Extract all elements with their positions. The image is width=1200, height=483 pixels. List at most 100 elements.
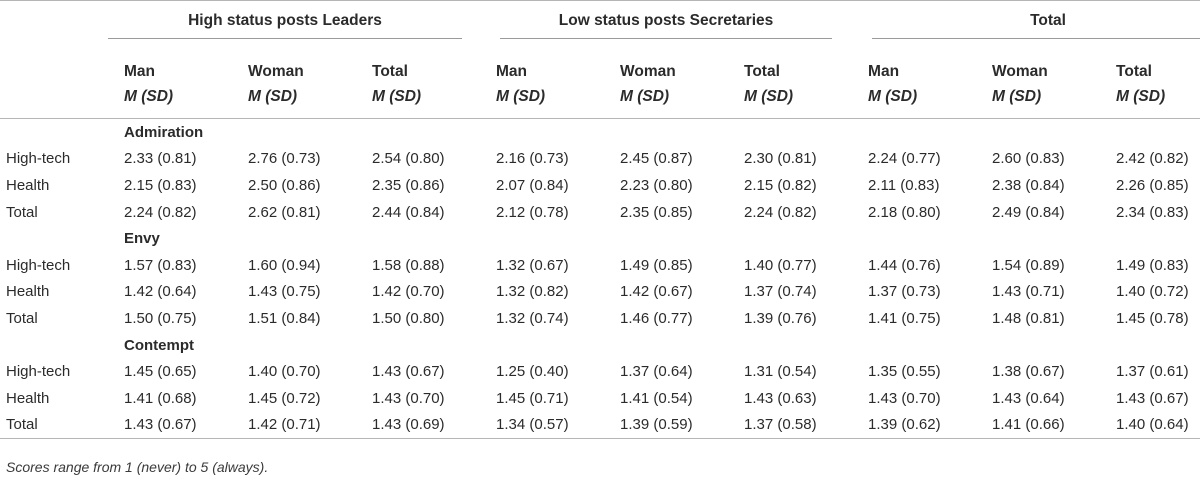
table-cell: 1.60 (0.94) bbox=[248, 256, 321, 274]
table-row: Total 1.43 (0.67) 1.42 (0.71) 1.43 (0.69) 1.… bbox=[0, 412, 1200, 439]
stat-label: M (SD) bbox=[992, 87, 1042, 105]
table-cell: 2.16 (0.73) bbox=[496, 150, 569, 168]
table-row: Total 2.24 (0.82) 2.62 (0.81) 2.44 (0.84) 2.… bbox=[0, 199, 1200, 226]
row-label: High-tech bbox=[6, 150, 71, 168]
table-body: Admiration High-tech 2.33 (0.81) 2.76 (0.73… bbox=[0, 119, 1200, 439]
table-cell: 1.43 (0.71) bbox=[992, 283, 1065, 301]
stat-label: M (SD) bbox=[496, 87, 546, 105]
table-cell: 1.49 (0.83) bbox=[1116, 256, 1189, 274]
table-cell: 1.58 (0.88) bbox=[372, 256, 445, 274]
subheader-cell: Woman M (SD) bbox=[976, 50, 1100, 119]
table-cell: 1.37 (0.64) bbox=[620, 363, 693, 381]
table-cell: 2.15 (0.83) bbox=[124, 176, 197, 194]
table-cell: 1.39 (0.76) bbox=[744, 309, 817, 327]
stat-label: M (SD) bbox=[248, 87, 298, 105]
subheader-cell: Woman M (SD) bbox=[232, 50, 356, 119]
group-header-secretaries: Low status posts Secretaries bbox=[480, 0, 852, 50]
table-cell: 2.34 (0.83) bbox=[1116, 203, 1189, 221]
table-row: High-tech 2.33 (0.81) 2.76 (0.73) 2.54 (0.8… bbox=[0, 146, 1200, 173]
row-label: Total bbox=[6, 416, 38, 434]
subheader-cell: Man M (SD) bbox=[108, 50, 232, 119]
table-cell: 2.42 (0.82) bbox=[1116, 150, 1189, 168]
subheader-label: Man bbox=[496, 62, 528, 80]
table-cell: 1.37 (0.61) bbox=[1116, 363, 1189, 381]
table-cell: 1.43 (0.63) bbox=[744, 389, 817, 407]
table-cell: 1.32 (0.67) bbox=[496, 256, 569, 274]
table-cell: 1.41 (0.54) bbox=[620, 389, 693, 407]
stat-label: M (SD) bbox=[868, 87, 918, 105]
table-cell: 1.37 (0.73) bbox=[868, 283, 941, 301]
table-cell: 2.50 (0.86) bbox=[248, 176, 321, 194]
table-cell: 2.11 (0.83) bbox=[868, 176, 940, 194]
table-cell: 2.44 (0.84) bbox=[372, 203, 445, 221]
subheader-cell: Total M (SD) bbox=[356, 50, 480, 119]
corner-cell bbox=[0, 50, 108, 119]
table-cell: 2.12 (0.78) bbox=[496, 203, 569, 221]
table-cell: 2.18 (0.80) bbox=[868, 203, 941, 221]
table-cell: 1.42 (0.71) bbox=[248, 416, 321, 434]
table-cell: 1.43 (0.75) bbox=[248, 283, 321, 301]
table-cell: 2.60 (0.83) bbox=[992, 150, 1065, 168]
subheader-cell: Woman M (SD) bbox=[604, 50, 728, 119]
section-title: Admiration bbox=[124, 123, 204, 141]
table-cell: 2.15 (0.82) bbox=[744, 176, 817, 194]
group-header-total: Total bbox=[852, 0, 1200, 50]
table-cell: 1.46 (0.77) bbox=[620, 309, 693, 327]
table-cell: 1.45 (0.72) bbox=[248, 389, 321, 407]
row-label: Health bbox=[6, 283, 50, 301]
subheader-label: Man bbox=[124, 62, 155, 80]
stat-label: M (SD) bbox=[372, 87, 422, 105]
results-table: High status posts Leaders Low status pos… bbox=[0, 0, 1200, 439]
table-cell: 1.43 (0.69) bbox=[372, 416, 445, 434]
table-row: High-tech 1.45 (0.65) 1.40 (0.70) 1.43 (0.6… bbox=[0, 358, 1200, 385]
table-cell: 1.41 (0.66) bbox=[992, 416, 1065, 434]
table-note: Scores range from 1 (never) to 5 (always… bbox=[6, 459, 269, 475]
table-cell: 1.25 (0.40) bbox=[496, 363, 569, 381]
table-cell: 1.31 (0.54) bbox=[744, 363, 817, 381]
group-header-leaders: High status posts Leaders bbox=[108, 0, 480, 50]
table-cell: 2.24 (0.77) bbox=[868, 150, 941, 168]
table-cell: 1.49 (0.85) bbox=[620, 256, 693, 274]
table-cell: 1.43 (0.67) bbox=[372, 363, 445, 381]
table-cell: 1.44 (0.76) bbox=[868, 256, 941, 274]
table-cell: 1.48 (0.81) bbox=[992, 309, 1065, 327]
table-cell: 2.26 (0.85) bbox=[1116, 176, 1189, 194]
table-cell: 1.32 (0.82) bbox=[496, 283, 569, 301]
table-cell: 1.35 (0.55) bbox=[868, 363, 941, 381]
table-cell: 1.37 (0.58) bbox=[744, 416, 817, 434]
table-cell: 1.41 (0.68) bbox=[124, 389, 197, 407]
table-cell: 1.42 (0.70) bbox=[372, 283, 445, 301]
table-row: Total 1.50 (0.75) 1.51 (0.84) 1.50 (0.80) 1.… bbox=[0, 305, 1200, 332]
subheader-label: Woman bbox=[248, 62, 304, 80]
table-cell: 1.41 (0.75) bbox=[868, 309, 941, 327]
subheader-label: Man bbox=[868, 62, 900, 80]
table-cell: 2.24 (0.82) bbox=[124, 203, 197, 221]
subheader-cell: Man M (SD) bbox=[852, 50, 976, 119]
table-cell: 1.43 (0.70) bbox=[868, 389, 941, 407]
stat-label: M (SD) bbox=[124, 87, 174, 105]
row-label: Health bbox=[6, 389, 50, 407]
table-row: Health 1.41 (0.68) 1.45 (0.72) 1.43 (0.70) 1… bbox=[0, 385, 1200, 412]
corner-cell bbox=[0, 0, 108, 50]
table-cell: 2.49 (0.84) bbox=[992, 203, 1065, 221]
table-row: High-tech 1.57 (0.83) 1.60 (0.94) 1.58 (0.8… bbox=[0, 252, 1200, 279]
table-cell: 1.50 (0.75) bbox=[124, 309, 197, 327]
table-cell: 1.42 (0.67) bbox=[620, 283, 693, 301]
subheader-label: Woman bbox=[620, 62, 676, 80]
table-cell: 1.34 (0.57) bbox=[496, 416, 569, 434]
table-cell: 1.40 (0.77) bbox=[744, 256, 817, 274]
row-label: Total bbox=[6, 203, 38, 221]
table-cell: 2.38 (0.84) bbox=[992, 176, 1065, 194]
table-cell: 1.43 (0.70) bbox=[372, 389, 445, 407]
table-cell: 2.54 (0.80) bbox=[372, 150, 445, 168]
table-cell: 2.24 (0.82) bbox=[744, 203, 817, 221]
row-label: Total bbox=[6, 309, 38, 327]
table-cell: 1.38 (0.67) bbox=[992, 363, 1065, 381]
table-cell: 2.62 (0.81) bbox=[248, 203, 321, 221]
table-cell: 2.45 (0.87) bbox=[620, 150, 693, 168]
table-row: Health 2.15 (0.83) 2.50 (0.86) 2.35 (0.86) 2… bbox=[0, 172, 1200, 199]
table-cell: 1.40 (0.70) bbox=[248, 363, 321, 381]
table-cell: 1.39 (0.62) bbox=[868, 416, 941, 434]
table-top-rule bbox=[0, 0, 1200, 1]
